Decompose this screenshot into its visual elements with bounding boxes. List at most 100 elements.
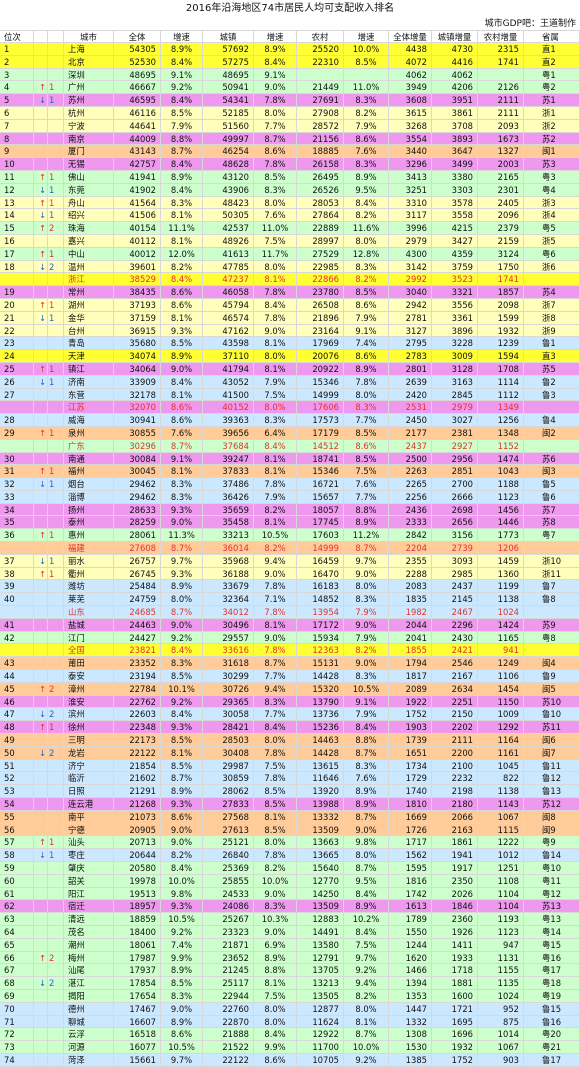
rural-income-cell: 21156 bbox=[297, 132, 344, 145]
rural-growth-cell: 11.0% bbox=[344, 81, 389, 94]
urban-increment-cell: 1696 bbox=[432, 1028, 478, 1041]
urban-growth-cell: 8.1% bbox=[254, 273, 297, 286]
all-increment-cell: 1332 bbox=[389, 1015, 432, 1028]
all-growth-cell: 11.1% bbox=[161, 222, 203, 234]
all-income-cell: 32070 bbox=[114, 401, 161, 414]
city-cell: 聊城 bbox=[64, 1015, 114, 1028]
province-summary-row: 广东 30296 8.7% 37684 8.4% 14512 8.6% 2437 2927 115… bbox=[0, 439, 580, 453]
all-growth-cell: 10.1% bbox=[161, 682, 203, 695]
province-cell: 闽1 bbox=[524, 145, 580, 158]
urban-income-cell: 30408 bbox=[203, 746, 254, 759]
urban-increment-cell: 3523 bbox=[432, 273, 478, 286]
urban-income-cell: 43906 bbox=[203, 183, 254, 196]
rural-growth-cell: 9.0% bbox=[344, 567, 389, 580]
rank-cell: 57 bbox=[0, 836, 34, 849]
urban-growth-cell: 8.0% bbox=[254, 350, 297, 362]
urban-increment-cell: 2927 bbox=[432, 439, 478, 452]
urban-increment-cell: 2421 bbox=[432, 644, 478, 657]
change-arrow bbox=[34, 657, 48, 670]
city-cell: 绍兴 bbox=[64, 209, 114, 222]
change-amount: 1 bbox=[48, 567, 64, 580]
all-increment-cell: 1394 bbox=[389, 977, 432, 989]
province-cell: 闽7 bbox=[524, 746, 580, 759]
rural-growth-cell: 8.2% bbox=[344, 106, 389, 119]
urban-income-cell: 25855 bbox=[203, 874, 254, 887]
all-income-cell: 23352 bbox=[114, 657, 161, 670]
urban-income-cell: 49997 bbox=[203, 132, 254, 145]
urban-increment-cell: 3361 bbox=[432, 311, 478, 324]
all-income-cell: 41902 bbox=[114, 183, 161, 196]
rural-increment-cell: 822 bbox=[478, 772, 524, 785]
rural-growth-cell: 9.4% bbox=[344, 977, 389, 989]
all-income-cell: 17467 bbox=[114, 1002, 161, 1015]
all-growth-cell: 9.3% bbox=[161, 900, 203, 913]
urban-increment-cell: 3380 bbox=[432, 170, 478, 183]
all-growth-cell: 8.1% bbox=[161, 311, 203, 324]
city-cell: 淮安 bbox=[64, 695, 114, 708]
province-cell bbox=[524, 439, 580, 452]
urban-growth-cell: 9.0% bbox=[254, 567, 297, 580]
all-increment-cell: 2089 bbox=[389, 682, 432, 695]
rank-cell: 70 bbox=[0, 1002, 34, 1015]
city-cell: 北京 bbox=[64, 55, 114, 68]
rural-income-cell: 12883 bbox=[297, 913, 344, 925]
header-province: 省属 bbox=[524, 31, 580, 42]
change-amount bbox=[48, 913, 64, 925]
city-cell: 徐州 bbox=[64, 721, 114, 734]
rank-cell bbox=[0, 439, 34, 452]
city-cell: 日照 bbox=[64, 785, 114, 798]
rank-cell: 66 bbox=[0, 951, 34, 964]
all-income-cell: 48695 bbox=[114, 68, 161, 81]
change-arrow bbox=[34, 644, 48, 657]
rural-growth-cell: 8.2% bbox=[344, 209, 389, 222]
city-cell: 温州 bbox=[64, 260, 114, 273]
rural-growth-cell: 10.5% bbox=[344, 682, 389, 695]
urban-growth-cell: 8.0% bbox=[254, 1015, 297, 1028]
urban-income-cell: 35458 bbox=[203, 516, 254, 529]
all-growth-cell: 9.0% bbox=[161, 823, 203, 836]
change-amount: 1 bbox=[48, 478, 64, 490]
urban-increment-cell: 2200 bbox=[432, 746, 478, 759]
all-income-cell: 41506 bbox=[114, 209, 161, 222]
province-cell: 闽5 bbox=[524, 682, 580, 695]
change-amount: 1 bbox=[48, 209, 64, 222]
all-increment-cell: 3117 bbox=[389, 209, 432, 222]
rural-increment-cell: 1043 bbox=[478, 465, 524, 478]
rank-cell: 16 bbox=[0, 234, 34, 247]
change-arrow bbox=[34, 119, 48, 132]
rank-cell: 5 bbox=[0, 94, 34, 106]
city-cell: 南通 bbox=[64, 452, 114, 465]
rural-growth-cell: 8.4% bbox=[344, 925, 389, 938]
urban-increment-cell: 1411 bbox=[432, 938, 478, 951]
all-growth-cell: 8.4% bbox=[161, 158, 203, 170]
up-arrow-icon bbox=[34, 721, 48, 734]
urban-growth-cell: 8.1% bbox=[254, 977, 297, 989]
urban-increment-cell: 3163 bbox=[432, 375, 478, 388]
province-cell: 粤17 bbox=[524, 964, 580, 977]
rural-income-cell: 17179 bbox=[297, 426, 344, 439]
rural-increment-cell: 1114 bbox=[478, 375, 524, 388]
urban-increment-cell: 2430 bbox=[432, 631, 478, 644]
change-amount bbox=[48, 516, 64, 529]
rural-increment-cell: 1104 bbox=[478, 887, 524, 900]
table-row: 66 2梅州179879.9%236528.9%127919.7%16201933… bbox=[0, 951, 580, 965]
up-arrow-icon bbox=[34, 836, 48, 849]
all-increment-cell: 4062 bbox=[389, 68, 432, 81]
rural-increment-cell: 1741 bbox=[478, 55, 524, 68]
all-growth-cell: 8.7% bbox=[161, 439, 203, 452]
urban-growth-cell: 11.7% bbox=[254, 247, 297, 260]
change-arrow bbox=[34, 862, 48, 874]
all-growth-cell: 8.6% bbox=[161, 298, 203, 311]
province-cell: 鲁11 bbox=[524, 759, 580, 772]
all-growth-cell: 8.9% bbox=[161, 580, 203, 593]
all-increment-cell: 1620 bbox=[389, 951, 432, 964]
urban-income-cell: 33213 bbox=[203, 529, 254, 542]
urban-increment-cell: 2700 bbox=[432, 478, 478, 490]
rural-growth-cell: 8.4% bbox=[344, 721, 389, 734]
province-cell: 浙8 bbox=[524, 311, 580, 324]
all-growth-cell: 9.3% bbox=[161, 567, 203, 580]
urban-growth-cell: 8.5% bbox=[254, 823, 297, 836]
all-income-cell: 20580 bbox=[114, 862, 161, 874]
all-income-cell: 17854 bbox=[114, 977, 161, 989]
change-arrow bbox=[34, 350, 48, 362]
